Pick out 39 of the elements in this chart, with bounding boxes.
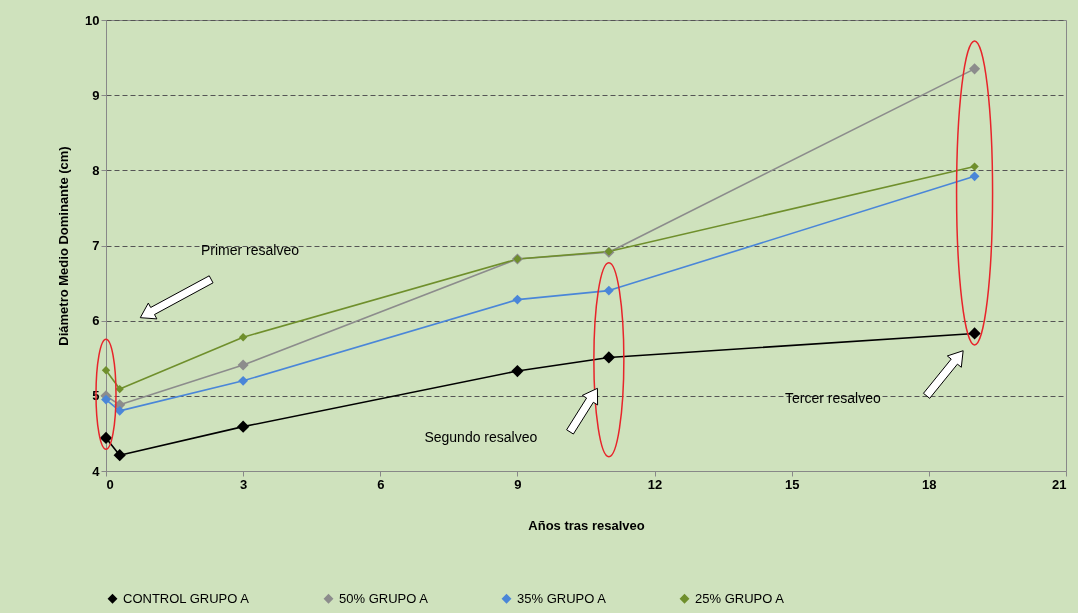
point xyxy=(237,359,249,371)
point xyxy=(101,394,111,405)
point xyxy=(101,366,111,375)
x-tick-label: 3 xyxy=(240,476,248,492)
point xyxy=(968,327,981,340)
x-axis-title: Años tras resalveo xyxy=(528,517,645,533)
legend-label: CONTROL GRUPO A xyxy=(123,590,250,606)
x-tick-label: 15 xyxy=(784,476,800,492)
x-tick-label: 6 xyxy=(377,476,385,492)
y-tick-label: 10 xyxy=(85,12,100,28)
x-tick-label: 0 xyxy=(106,476,114,492)
point xyxy=(238,333,248,342)
point xyxy=(511,364,524,378)
y-tick-label: 9 xyxy=(92,87,100,103)
legend-label: 35% GRUPO A xyxy=(517,590,607,606)
annotation: Segundo resalveo xyxy=(424,428,538,445)
x-tick-label: 21 xyxy=(1052,476,1067,492)
y-axis-title: Diámetro Medio Dominante (cm) xyxy=(56,146,72,346)
y-tick-label: 6 xyxy=(92,313,100,329)
point xyxy=(238,375,249,386)
x-tick-label: 18 xyxy=(922,476,937,492)
x-tick-label: 12 xyxy=(647,476,663,492)
point xyxy=(113,449,126,462)
point xyxy=(969,63,981,75)
point xyxy=(602,351,615,364)
point xyxy=(512,294,523,305)
point xyxy=(99,431,113,445)
annotation: Tercer resalveo xyxy=(785,389,881,406)
y-tick-label: 4 xyxy=(92,463,101,479)
y-tick-label: 8 xyxy=(92,162,100,178)
point xyxy=(969,171,980,182)
legend-label: 50% GRUPO A xyxy=(339,590,429,606)
y-tick-label: 7 xyxy=(92,238,100,253)
point xyxy=(237,420,250,433)
legend-label: 25% GRUPO A xyxy=(695,590,785,606)
point xyxy=(603,285,614,296)
annotation: Primer resalveo xyxy=(200,241,300,258)
x-tick-label: 9 xyxy=(514,476,522,492)
point xyxy=(970,162,979,171)
